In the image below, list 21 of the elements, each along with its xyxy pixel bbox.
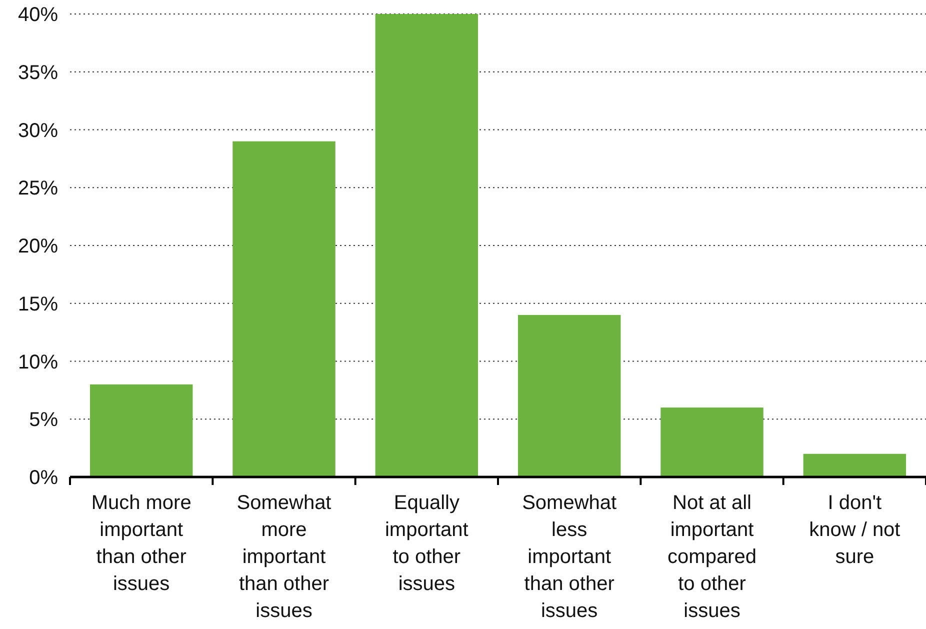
y-tick-label: 0% — [29, 467, 58, 489]
x-tick-label: Somewhat less important than other issues — [522, 492, 618, 622]
bar — [660, 408, 764, 477]
x-tick-label: Not at all important compared to other issues — [668, 492, 756, 622]
y-tick-label: 25% — [18, 178, 58, 200]
bar — [90, 384, 193, 477]
y-tick-label: 35% — [18, 62, 58, 84]
y-tick-label: 10% — [18, 351, 58, 374]
x-tick-label: I don't know / not sure — [809, 492, 901, 568]
x-tick-label: Somewhat more important than other issues — [236, 492, 332, 622]
y-tick-label: 5% — [29, 409, 58, 432]
bar — [375, 14, 478, 477]
bar — [232, 141, 336, 477]
y-tick-label: 20% — [18, 236, 58, 258]
y-tick-label: 30% — [18, 120, 58, 142]
x-tick-label: Much more important than other issues — [91, 492, 192, 595]
bar — [518, 314, 621, 477]
y-tick-label: 40% — [18, 4, 58, 26]
bar — [803, 454, 906, 477]
y-tick-label: 15% — [18, 293, 58, 316]
x-tick-label: Equally important to other issues — [384, 492, 469, 595]
